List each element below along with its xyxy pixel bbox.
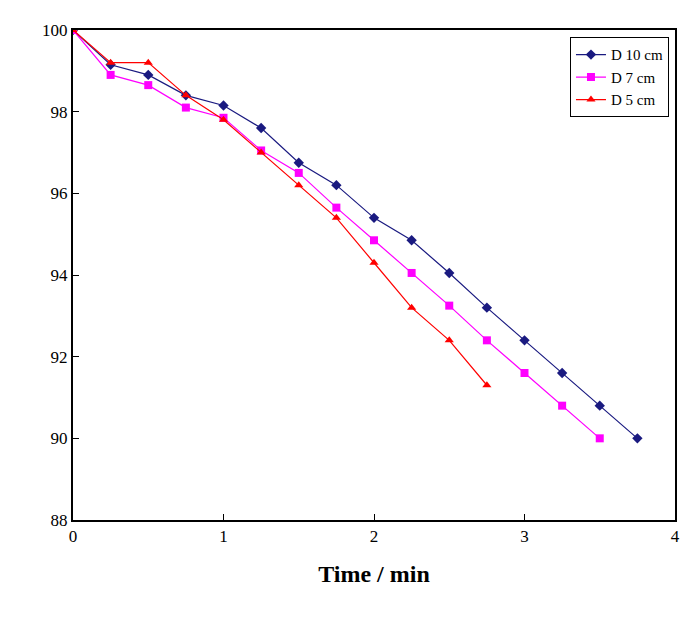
svg-text:D 7 cm: D 7 cm	[611, 70, 655, 86]
svg-text:4: 4	[671, 527, 680, 546]
svg-text:3: 3	[520, 527, 529, 546]
svg-text:D 10 cm: D 10 cm	[611, 47, 663, 63]
svg-text:Time / min: Time / min	[318, 561, 430, 587]
svg-text:94: 94	[51, 266, 69, 285]
svg-text:90: 90	[51, 429, 68, 448]
svg-text:D 5 cm: D 5 cm	[611, 92, 655, 108]
svg-text:98: 98	[51, 103, 68, 122]
svg-text:96: 96	[51, 184, 68, 203]
svg-text:1: 1	[219, 527, 228, 546]
svg-text:0: 0	[69, 527, 78, 546]
svg-text:100: 100	[42, 21, 68, 40]
svg-text:92: 92	[51, 348, 68, 367]
svg-text:88: 88	[51, 511, 68, 530]
svg-text:2: 2	[370, 527, 379, 546]
